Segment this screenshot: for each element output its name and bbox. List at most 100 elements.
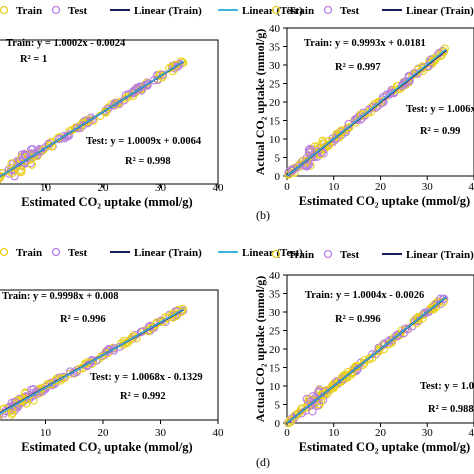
train-point xyxy=(313,142,322,151)
test-point xyxy=(386,88,395,98)
test-point xyxy=(26,159,35,168)
legend-test-label: Test xyxy=(68,5,87,17)
y-axis-label: Actual CO₂ uptake (mmol/g) xyxy=(253,29,267,176)
test-point xyxy=(413,69,422,78)
legend-train-label: Train xyxy=(288,249,314,261)
train-point xyxy=(7,159,16,168)
train-point xyxy=(414,314,423,324)
test-point xyxy=(289,415,298,424)
test-point xyxy=(431,300,440,309)
test-point xyxy=(308,407,317,416)
chart-panel-1: 0 10 20 30 40 Train: y = 1.0002x - 0.0024 R² =… xyxy=(0,5,303,209)
test-r2: R² = 0.99 xyxy=(420,126,460,137)
y-tick-label: 10 xyxy=(269,134,281,146)
x-tick-label: 40 xyxy=(469,181,474,193)
test-point xyxy=(20,151,29,160)
train-point xyxy=(389,333,398,343)
y-tick-label: 30 xyxy=(269,60,281,72)
panel-label: (d) xyxy=(256,455,270,469)
x-tick-label: 10 xyxy=(328,427,340,439)
test-point xyxy=(174,61,184,70)
linear-test-line xyxy=(286,48,447,177)
test-point xyxy=(392,331,401,340)
test-point xyxy=(73,124,82,133)
train-point xyxy=(179,58,188,67)
test-point xyxy=(149,76,159,85)
test-point xyxy=(0,408,4,418)
x-tick-label: 10 xyxy=(40,427,52,439)
train-point xyxy=(418,64,427,73)
test-equation: Test: y = 1.006x xyxy=(406,104,474,115)
y-tick-label: 20 xyxy=(269,344,281,356)
legend-test-symbol xyxy=(323,5,333,15)
test-equation: Test: y = 1.0068x - 0.1329 xyxy=(90,372,203,383)
linear-test-line xyxy=(0,308,184,415)
y-tick-label: 40 xyxy=(269,270,281,282)
train-point xyxy=(147,323,156,333)
test-point xyxy=(109,101,118,110)
legend-train-label: Train xyxy=(288,5,314,17)
test-point xyxy=(143,80,152,89)
x-tick-label: 0 xyxy=(284,427,290,439)
test-point xyxy=(288,166,297,175)
test-point xyxy=(378,95,387,104)
test-equation: Test: y = 1.0009x - xyxy=(420,381,474,392)
train-point xyxy=(365,355,374,364)
train-point xyxy=(100,107,110,116)
legend-test-label: Test xyxy=(340,249,359,261)
y-tick-label: 35 xyxy=(269,42,281,54)
x-axis-label: Estimated CO₂ uptake (mmol/g) xyxy=(299,440,470,454)
y-tick-label: 10 xyxy=(269,381,281,393)
train-point xyxy=(27,160,37,169)
train-r2: R² = 0.996 xyxy=(335,314,381,325)
test-point xyxy=(129,88,138,98)
train-point xyxy=(360,356,369,365)
test-point xyxy=(158,70,167,79)
x-axis-label: Estimated CO₂ uptake (mmol/g) xyxy=(21,440,192,454)
legend-train-label: Train xyxy=(16,247,42,259)
test-point xyxy=(401,324,410,334)
train-point xyxy=(335,376,344,385)
y-tick-label: 0 xyxy=(275,171,281,183)
x-tick-label: 40 xyxy=(469,427,474,439)
train-point xyxy=(121,338,130,348)
x-axis-label: Estimated CO₂ uptake (mmol/g) xyxy=(21,195,192,209)
y-tick-label: 20 xyxy=(269,97,281,109)
legend-train-label: Train xyxy=(16,5,42,17)
train-point xyxy=(336,128,345,138)
train-r2: R² = 1 xyxy=(20,54,47,65)
train-point xyxy=(285,415,295,425)
legend-train-symbol xyxy=(271,5,281,15)
train-equation: Train: y = 0.9993x + 0.0181 xyxy=(304,38,426,49)
test-point xyxy=(304,154,314,164)
y-tick-label: 0 xyxy=(275,418,281,430)
train-equation: Train: y = 1.0004x - 0.0026 xyxy=(305,290,424,301)
y-tick-label: 35 xyxy=(269,289,281,301)
x-tick-label: 20 xyxy=(375,427,387,439)
x-tick-label: 20 xyxy=(98,427,110,439)
train-point xyxy=(127,334,136,343)
legend-linear-train-label: Linear (Train) xyxy=(134,5,202,17)
x-tick-label: 30 xyxy=(155,427,167,439)
legend-linear-train-label: Linear (Train) xyxy=(406,5,474,17)
x-tick-label: 40 xyxy=(213,182,225,194)
train-r2: R² = 0.996 xyxy=(60,314,106,325)
x-tick-label: 20 xyxy=(375,181,387,193)
linear-test-line xyxy=(286,296,447,424)
y-tick-label: 5 xyxy=(275,153,281,165)
test-r2: R² = 0.992 xyxy=(120,391,166,402)
x-tick-label: 30 xyxy=(422,427,434,439)
x-tick-label: 30 xyxy=(422,181,434,193)
test-equation: Test: y = 1.0009x + 0.0064 xyxy=(86,136,202,147)
legend-train-symbol xyxy=(0,247,9,257)
train-point xyxy=(302,157,311,166)
legend-test-symbol xyxy=(51,247,61,257)
legend-train-symbol xyxy=(271,249,281,259)
train-point xyxy=(57,374,66,383)
train-point xyxy=(319,390,328,399)
test-point xyxy=(31,387,41,397)
x-tick-label: 0 xyxy=(284,181,290,193)
legend-linear-train-label: Linear (Train) xyxy=(406,249,474,261)
